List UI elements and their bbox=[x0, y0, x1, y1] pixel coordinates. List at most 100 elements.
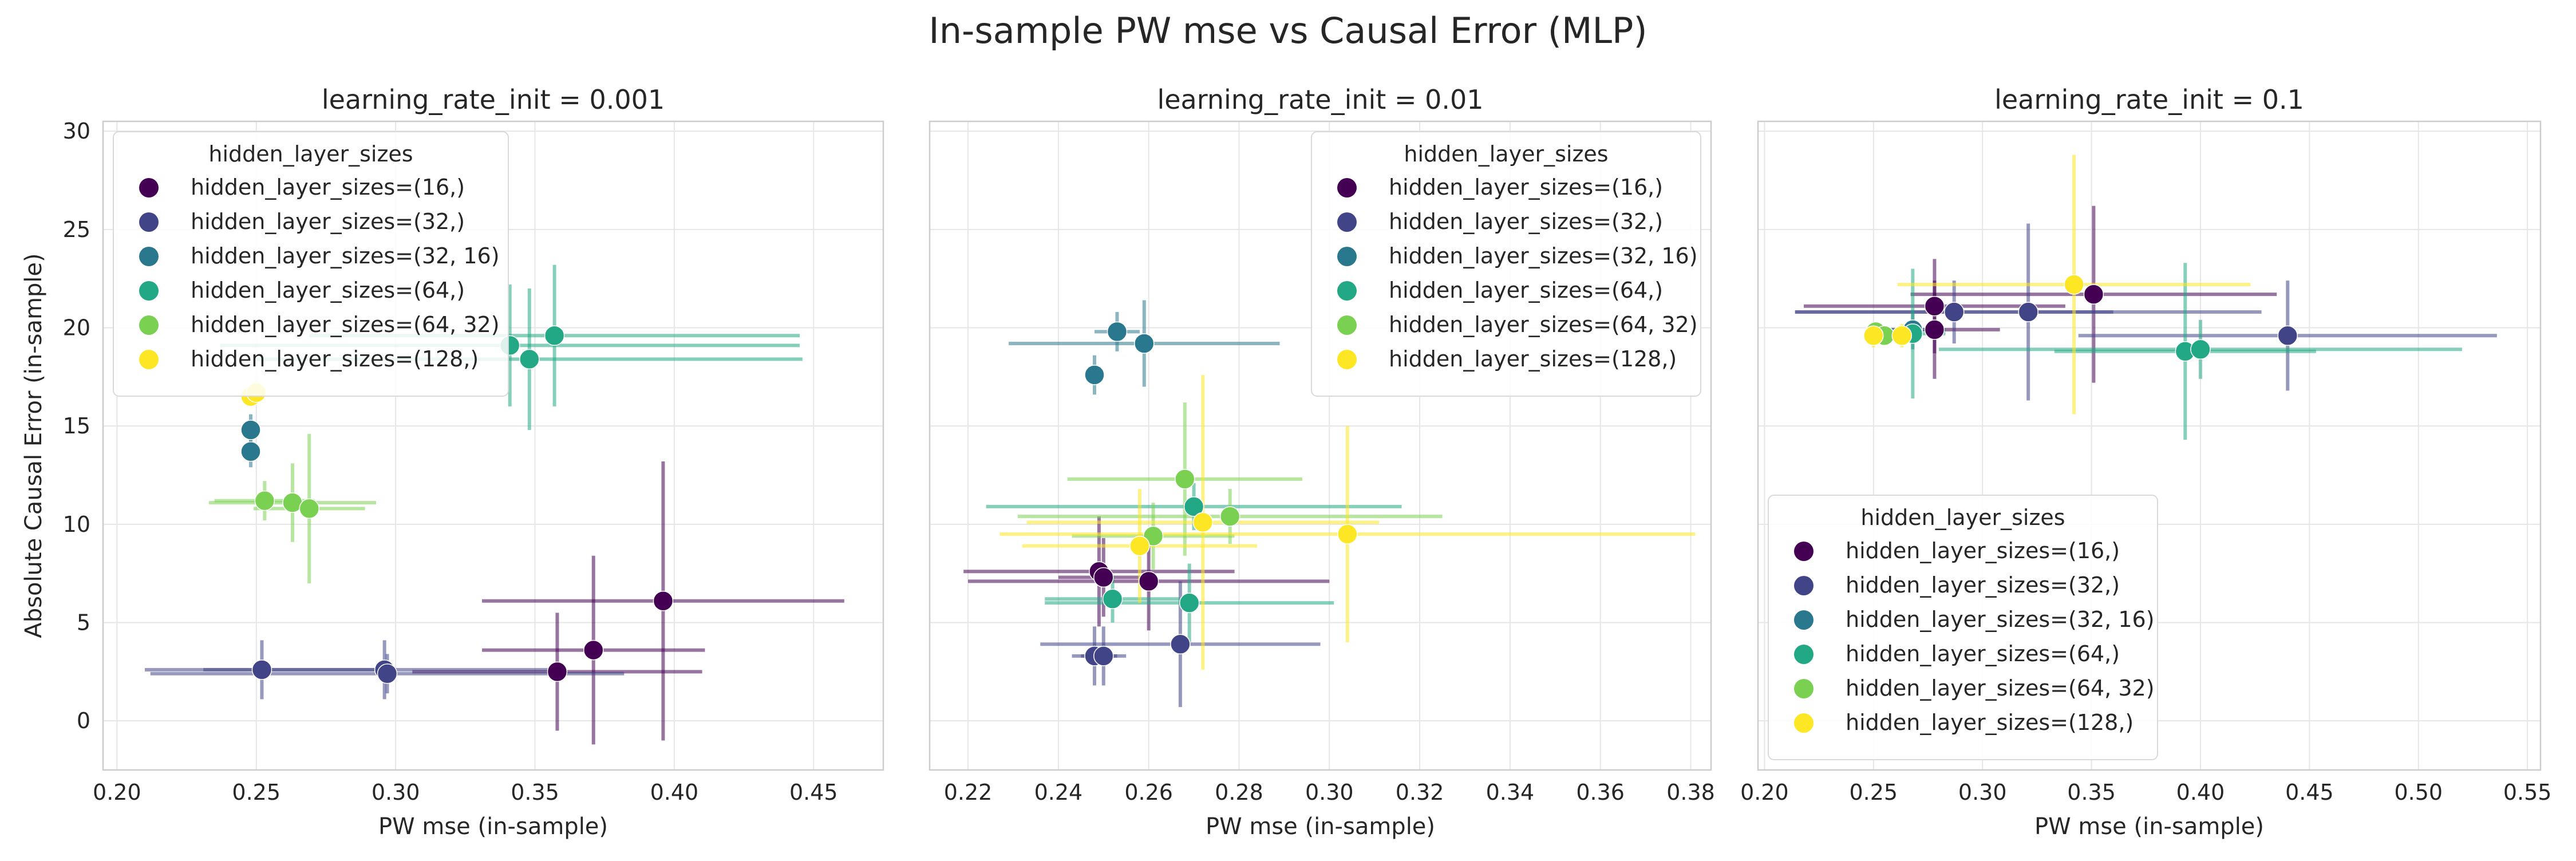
legend: hidden_layer_sizes hidden_layer_sizes=(16… bbox=[1768, 495, 2158, 760]
x-tick-label: 0.30 bbox=[1305, 780, 1354, 805]
y-tick-label: 5 bbox=[77, 610, 90, 635]
legend-label: hidden_layer_sizes=(128,) bbox=[1846, 710, 2134, 735]
data-point bbox=[1179, 593, 1200, 613]
data-point bbox=[544, 325, 565, 346]
x-tick-label: 0.40 bbox=[650, 780, 699, 805]
y-tick-label: 15 bbox=[63, 413, 90, 439]
plot-frame bbox=[1757, 120, 2542, 771]
legend-label: hidden_layer_sizes=(32, 16) bbox=[191, 243, 500, 268]
legend-label: hidden_layer_sizes=(64,) bbox=[191, 278, 465, 303]
legend-marker bbox=[1337, 281, 1357, 301]
legend: hidden_layer_sizes hidden_layer_sizes=(16… bbox=[1311, 131, 1701, 397]
legend-marker bbox=[139, 212, 159, 232]
x-tick-label: 0.50 bbox=[2394, 780, 2443, 805]
x-tick-label: 0.40 bbox=[2176, 780, 2225, 805]
legend-marker bbox=[1794, 679, 1814, 698]
data-point bbox=[1175, 469, 1195, 489]
x-tick-label: 0.45 bbox=[2285, 780, 2334, 805]
data-point bbox=[2277, 325, 2298, 346]
x-tick-label: 0.30 bbox=[1958, 780, 2007, 805]
y-tick-label: 10 bbox=[63, 512, 90, 537]
x-tick-label: 0.55 bbox=[2503, 780, 2552, 805]
data-point bbox=[1924, 295, 1945, 317]
legend-marker bbox=[139, 178, 159, 198]
legend-box bbox=[1768, 495, 2158, 760]
legend-marker bbox=[139, 247, 159, 266]
panel-title: learning_rate_init = 0.001 bbox=[322, 84, 665, 115]
data-point bbox=[1084, 365, 1105, 385]
x-axis-label: PW mse (in-sample) bbox=[1206, 813, 1435, 840]
legend-label: hidden_layer_sizes=(64, 32) bbox=[191, 312, 500, 337]
legend-label: hidden_layer_sizes=(16,) bbox=[1846, 538, 2120, 563]
data-point bbox=[1102, 589, 1123, 610]
x-axis-label: PW mse (in-sample) bbox=[378, 813, 608, 840]
legend-label: hidden_layer_sizes=(32,) bbox=[191, 209, 465, 234]
legend-marker bbox=[1337, 315, 1357, 335]
data-point bbox=[583, 639, 604, 661]
data-point bbox=[1107, 321, 1128, 342]
legend-label: hidden_layer_sizes=(64, 32) bbox=[1846, 676, 2155, 701]
legend-title: hidden_layer_sizes bbox=[208, 141, 413, 167]
x-tick-label: 0.32 bbox=[1396, 780, 1444, 805]
legend-label: hidden_layer_sizes=(64,) bbox=[1389, 278, 1663, 303]
x-tick-label: 0.25 bbox=[1850, 780, 1898, 805]
plot-frame bbox=[102, 120, 884, 771]
data-point bbox=[519, 349, 540, 370]
x-tick-label: 0.36 bbox=[1576, 780, 1625, 805]
data-point bbox=[1093, 567, 1114, 588]
figure-title: In-sample PW mse vs Causal Error (MLP) bbox=[929, 10, 1647, 52]
legend-title: hidden_layer_sizes bbox=[1860, 505, 2065, 530]
data-point bbox=[2064, 274, 2084, 295]
panel-3: 0.20 0.25 0.30 0.35 0.40 0.45 0.50 0.55 learning… bbox=[1740, 84, 2551, 840]
x-tick-label: 0.34 bbox=[1486, 780, 1535, 805]
panel-title: learning_rate_init = 0.01 bbox=[1157, 84, 1483, 115]
plot-frame bbox=[929, 120, 1712, 771]
data-point bbox=[1924, 319, 1945, 340]
legend-box bbox=[1311, 131, 1701, 397]
x-tick-label: 0.38 bbox=[1666, 780, 1715, 805]
legend-label: hidden_layer_sizes=(32, 16) bbox=[1846, 607, 2155, 632]
panel-1: 0.20 0.25 0.30 0.35 0.40 0.45 0 5 10 15 20 25 30 lear… bbox=[21, 84, 884, 840]
legend-marker bbox=[1337, 212, 1357, 232]
data-point bbox=[299, 498, 319, 519]
data-point bbox=[1337, 524, 1358, 544]
legend-label: hidden_layer_sizes=(32,) bbox=[1846, 572, 2120, 598]
x-tick-label: 0.22 bbox=[944, 780, 993, 805]
x-tick-label: 0.35 bbox=[2067, 780, 2116, 805]
legend-label: hidden_layer_sizes=(32,) bbox=[1389, 209, 1663, 234]
x-tick-label: 0.26 bbox=[1124, 780, 1173, 805]
panel-2: 0.22 0.24 0.26 0.28 0.30 0.32 0.34 0.36 0.38 lear… bbox=[929, 84, 1715, 840]
legend-marker bbox=[1794, 645, 1814, 664]
x-tick-label: 0.20 bbox=[1740, 780, 1789, 805]
data-point bbox=[1138, 571, 1159, 592]
legend-marker bbox=[1794, 542, 1814, 561]
y-tick-label: 30 bbox=[63, 119, 90, 144]
legend-title: hidden_layer_sizes bbox=[1404, 141, 1608, 167]
data-point bbox=[1183, 496, 1204, 517]
legend-box bbox=[113, 131, 509, 397]
data-point bbox=[1192, 512, 1214, 533]
legend-marker bbox=[139, 315, 159, 335]
data-point bbox=[1129, 535, 1150, 556]
legend-label: hidden_layer_sizes=(64,) bbox=[1846, 641, 2120, 666]
data-point bbox=[1891, 325, 1913, 346]
x-tick-label: 0.28 bbox=[1215, 780, 1263, 805]
x-tick-label: 0.20 bbox=[93, 780, 141, 805]
x-axis-label: PW mse (in-sample) bbox=[2034, 813, 2264, 840]
data-point bbox=[377, 663, 398, 684]
legend-label: hidden_layer_sizes=(32, 16) bbox=[1389, 243, 1698, 268]
data-point bbox=[2083, 284, 2104, 305]
x-tick-label: 0.45 bbox=[789, 780, 838, 805]
y-axis-label: Absolute Causal Error (in-sample) bbox=[21, 253, 47, 638]
data-point bbox=[1093, 646, 1114, 666]
data-point bbox=[2190, 339, 2211, 360]
legend-marker bbox=[139, 350, 159, 369]
data-point bbox=[1170, 634, 1191, 655]
x-tick-label: 0.35 bbox=[511, 780, 559, 805]
legend-label: hidden_layer_sizes=(16,) bbox=[1389, 175, 1663, 200]
data-point bbox=[2018, 302, 2038, 322]
legend-marker bbox=[1794, 610, 1814, 630]
legend-marker bbox=[1337, 247, 1357, 266]
data-point bbox=[240, 420, 261, 440]
